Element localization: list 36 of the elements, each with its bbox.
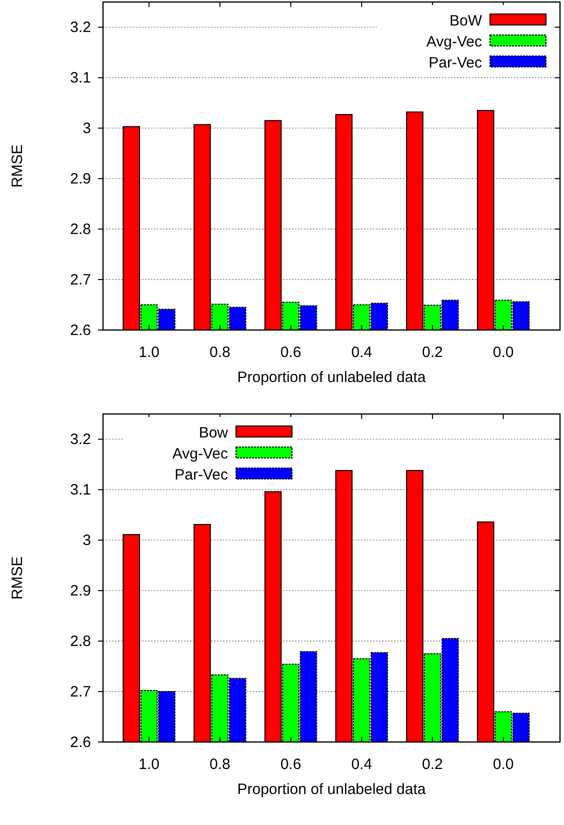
y-tick-label: 2.9 — [70, 170, 91, 188]
y-tick-label: 3.2 — [70, 19, 91, 36]
x-tick-label: 0.8 — [209, 344, 230, 361]
y-tick-label: 2.8 — [70, 220, 91, 238]
legend-label: Avg-Vec — [426, 33, 482, 50]
y-tick-label: 2.9 — [70, 582, 91, 600]
y-tick-label: 3 — [82, 532, 91, 549]
y-tick-label: 3 — [82, 120, 91, 137]
x-axis-title: Proportion of unlabeled data — [237, 369, 426, 386]
x-tick-label: 0.0 — [492, 344, 514, 361]
legend-label: Par-Vec — [428, 54, 482, 72]
y-tick-label: 2.8 — [70, 632, 91, 650]
y-axis-title: RMSE — [9, 556, 26, 600]
y-tick-label: 2.7 — [70, 683, 91, 700]
legend-label: Avg-Vec — [172, 445, 228, 462]
legend-label: Par-Vec — [174, 466, 228, 484]
x-tick-label: 0.0 — [492, 756, 514, 773]
y-tick-label: 3.1 — [70, 69, 91, 86]
x-axis-title: Proportion of unlabeled data — [237, 781, 426, 798]
y-tick-label: 2.7 — [70, 271, 91, 288]
x-tick-label: 0.8 — [209, 756, 230, 773]
x-tick-label: 0.2 — [422, 344, 443, 361]
x-tick-label: 0.2 — [422, 756, 443, 773]
x-tick-label: 0.6 — [280, 344, 302, 361]
legend-label: Bow — [198, 424, 228, 442]
y-tick-label: 3.2 — [70, 431, 91, 448]
x-tick-label: 1.0 — [138, 756, 160, 773]
x-tick-label: 0.4 — [351, 756, 372, 773]
x-tick-label: 0.6 — [280, 756, 302, 773]
x-tick-label: 0.4 — [351, 344, 372, 361]
y-tick-label: 2.6 — [70, 322, 91, 339]
y-tick-label: 3.1 — [70, 481, 91, 498]
y-axis-title: RMSE — [9, 144, 26, 188]
legend-label: BoW — [449, 12, 483, 30]
x-tick-label: 1.0 — [138, 344, 160, 361]
y-tick-label: 2.6 — [70, 734, 91, 751]
